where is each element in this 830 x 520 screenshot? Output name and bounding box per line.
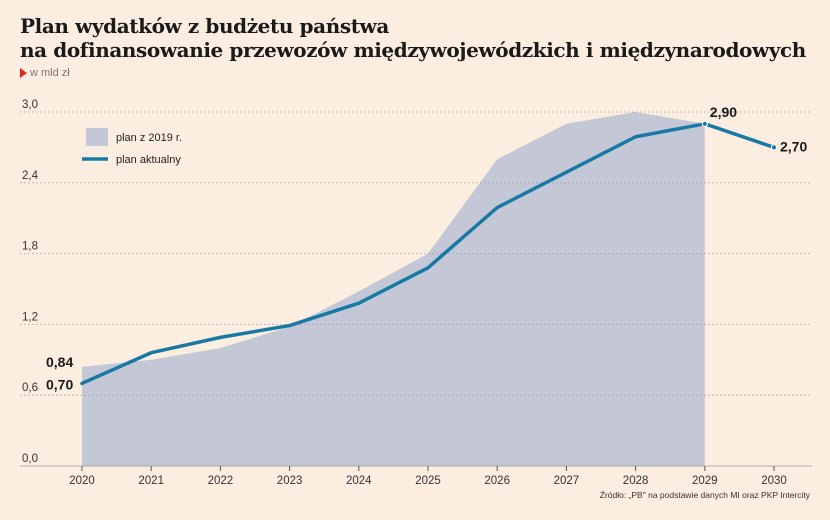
y-tick-label: 3,0	[22, 99, 38, 111]
unit-marker-icon	[20, 68, 27, 78]
legend-label: plan aktualny	[116, 154, 181, 166]
legend-label: plan z 2019 r.	[116, 132, 182, 144]
unit-label-text: w mld zł	[30, 67, 70, 79]
x-tick-label: 2024	[346, 475, 372, 487]
x-tick-label: 2030	[761, 475, 787, 487]
y-tick-label: 1,8	[22, 241, 38, 253]
legend-swatch-area	[86, 128, 108, 146]
x-tick-label: 2026	[484, 475, 510, 487]
x-tick-label: 2029	[692, 475, 718, 487]
data-label: 0,84	[46, 354, 73, 370]
legend: plan z 2019 r. plan aktualny	[82, 128, 182, 166]
line-point-marker	[770, 144, 778, 151]
y-tick-label: 0,0	[22, 453, 38, 465]
x-tick-label: 2020	[69, 475, 95, 487]
area-series-plan-2019	[82, 112, 705, 466]
source-note: Źródło: „PB" na podstawie danych MI oraz…	[599, 490, 810, 500]
y-tick-label: 2,4	[22, 170, 39, 182]
x-tick-label: 2021	[138, 475, 164, 487]
x-tick-label: 2027	[554, 475, 580, 487]
x-tick-label: 2028	[623, 475, 649, 487]
data-label: 2,90	[710, 104, 737, 120]
chart-title: Plan wydatków z budżetu państwa na dofin…	[20, 14, 820, 62]
title-line-2: na dofinansowanie przewozów międzywojewó…	[20, 38, 806, 62]
y-tick-label: 0,6	[22, 382, 38, 394]
line-point-marker	[701, 120, 708, 127]
y-tick-label: 1,2	[22, 311, 38, 323]
data-label: 0,70	[46, 376, 73, 392]
x-tick-label: 2025	[415, 475, 441, 487]
data-label: 2,70	[780, 138, 807, 154]
title-line-1: Plan wydatków z budżetu państwa	[20, 14, 389, 38]
unit-label: w mld zł	[20, 67, 70, 79]
line-series-plan-aktualny	[80, 122, 776, 386]
x-tick-label: 2022	[208, 475, 234, 487]
x-tick-label: 2023	[277, 475, 303, 487]
